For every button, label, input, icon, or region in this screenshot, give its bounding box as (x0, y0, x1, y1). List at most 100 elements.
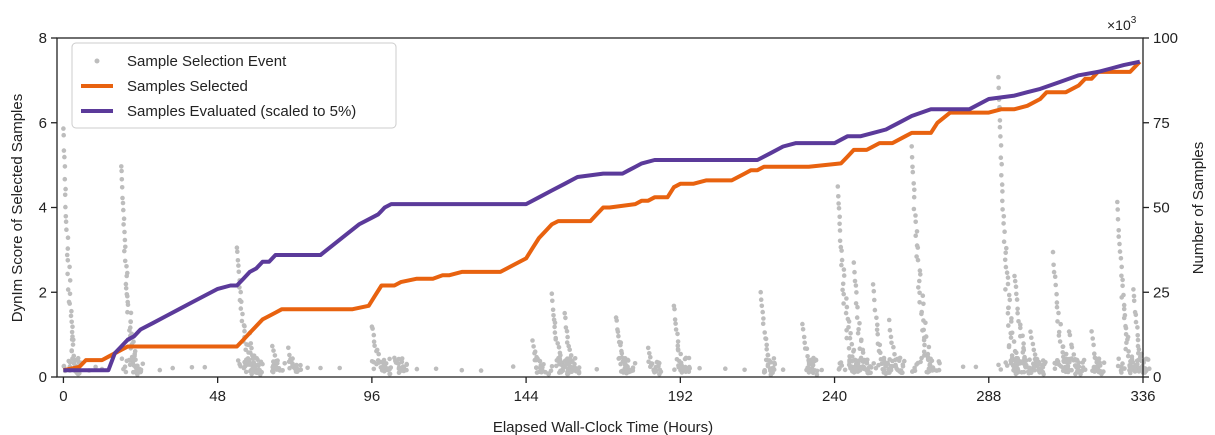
event-point (1014, 291, 1019, 297)
legend-label-events: Sample Selection Event (127, 53, 287, 70)
event-point (801, 334, 807, 340)
event-point (673, 327, 679, 332)
event-point (1136, 347, 1142, 352)
event-point (1056, 329, 1062, 335)
event-point (915, 257, 921, 263)
event-point (837, 228, 843, 233)
event-point (1056, 333, 1062, 338)
event-point (874, 327, 880, 333)
event-point (125, 293, 130, 299)
event-point (1055, 319, 1060, 324)
event-point (896, 356, 902, 362)
event-point (1019, 370, 1024, 375)
event-point (999, 182, 1005, 187)
event-point (67, 264, 72, 270)
event-point (1128, 358, 1134, 364)
event-point (294, 362, 299, 368)
event-point (848, 331, 853, 336)
event-point (915, 360, 921, 366)
event-point (553, 337, 558, 342)
event-point (271, 348, 276, 353)
event-point (290, 363, 295, 368)
event-point (914, 254, 919, 259)
event-point (569, 369, 574, 375)
event-point (909, 144, 914, 149)
event-point (298, 367, 304, 373)
event-point (548, 368, 554, 374)
event-point (242, 364, 248, 369)
x-tick-label: 336 (1130, 388, 1155, 405)
event-point (912, 187, 917, 193)
event-point (847, 354, 852, 359)
event-point (123, 286, 129, 291)
event-point (259, 369, 265, 375)
event-point (645, 345, 651, 351)
event-point (1005, 281, 1011, 287)
event-point (119, 168, 124, 174)
event-point (849, 341, 855, 347)
event-point (396, 356, 402, 362)
event-point (877, 342, 883, 348)
event-point (125, 309, 130, 315)
event-point (1054, 291, 1059, 297)
event-point (913, 233, 918, 238)
event-point (810, 368, 815, 373)
event-point (1055, 359, 1061, 364)
event-point (576, 365, 582, 370)
event-point (1021, 341, 1026, 346)
event-point (675, 343, 681, 349)
event-point (998, 134, 1003, 139)
event-point (256, 363, 261, 368)
event-point (910, 369, 915, 374)
event-point (762, 330, 767, 335)
event-point (855, 304, 860, 310)
event-point (119, 185, 125, 190)
event-point (371, 339, 377, 345)
event-point (759, 303, 765, 309)
legend-marker-events (94, 58, 100, 64)
event-point (1069, 367, 1074, 373)
event-point (1120, 277, 1125, 283)
event-point (675, 331, 680, 337)
event-point (275, 361, 280, 366)
event-point (872, 307, 878, 313)
event-point (813, 357, 819, 363)
event-point (127, 328, 132, 333)
event-point (678, 351, 683, 357)
event-point (973, 364, 979, 370)
event-point (656, 363, 661, 369)
event-point (683, 364, 688, 370)
event-point (917, 290, 922, 296)
event-point (558, 369, 564, 375)
event-point (836, 206, 842, 211)
event-point (1011, 368, 1016, 373)
event-point (247, 362, 253, 367)
event-point (61, 126, 66, 131)
event-point (1023, 358, 1029, 363)
event-point (120, 195, 125, 201)
event-point (379, 368, 385, 373)
event-point (541, 362, 546, 367)
event-point (1116, 356, 1121, 362)
event-point (1071, 352, 1077, 357)
event-point (128, 310, 134, 316)
event-point (895, 367, 900, 373)
event-point (121, 216, 127, 221)
event-point (1145, 357, 1151, 362)
left-y-axis-label: DynIm Score of Selected Samples (9, 94, 26, 322)
event-point (554, 358, 560, 363)
event-point (902, 358, 907, 364)
event-point (854, 315, 860, 320)
event-point (996, 74, 1001, 80)
event-point (1031, 347, 1037, 353)
x-tick-label: 192 (668, 388, 693, 405)
event-point (870, 282, 876, 287)
event-point (673, 321, 678, 326)
event-point (120, 200, 126, 206)
x-tick-label: 288 (976, 388, 1001, 405)
event-point (551, 313, 556, 318)
event-point (122, 229, 127, 235)
event-point (396, 370, 402, 376)
event-point (1119, 295, 1124, 300)
